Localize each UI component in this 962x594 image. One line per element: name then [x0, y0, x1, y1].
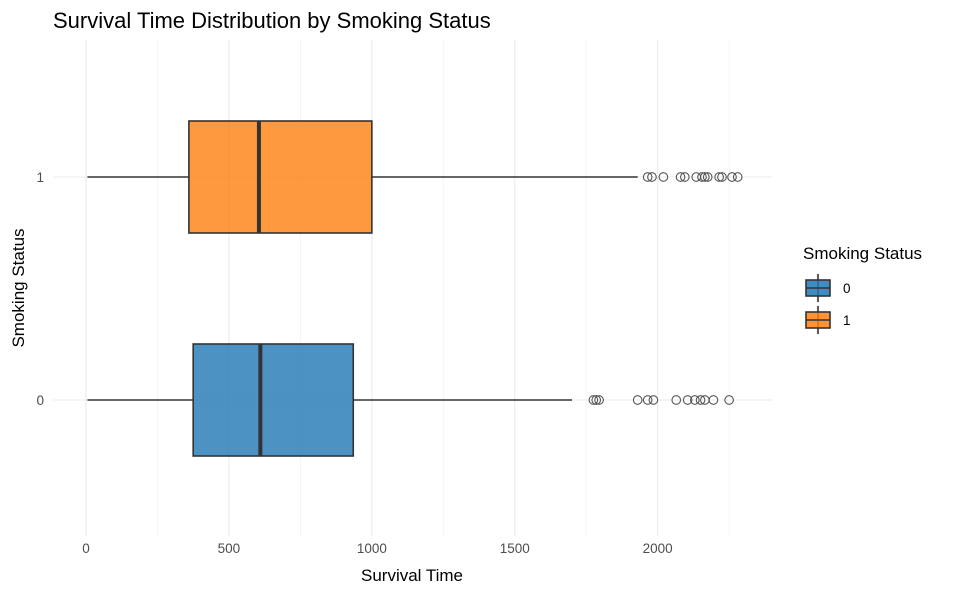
outlier-point	[642, 395, 653, 405]
legend-key-0	[805, 274, 831, 302]
box-group-0	[87, 343, 734, 457]
outlier-point	[724, 395, 734, 405]
outlier-point	[594, 395, 604, 405]
legend: Smoking Status 0 1	[803, 244, 922, 334]
outlier-point	[727, 172, 737, 182]
outlier-point	[689, 395, 700, 405]
legend-label: 1	[843, 313, 851, 328]
outlier-point	[648, 395, 659, 405]
iqr-box	[192, 343, 355, 457]
iqr-box	[188, 120, 373, 234]
outlier-point	[702, 172, 713, 182]
outlier-point	[697, 172, 707, 182]
outlier-point	[682, 395, 693, 405]
x-tick-label: 0	[82, 541, 90, 556]
outlier-point	[695, 395, 706, 405]
grid	[53, 40, 772, 536]
legend-title: Smoking Status	[803, 244, 922, 263]
x-tick-label: 2000	[643, 541, 673, 556]
y-axis-title: Smoking Status	[9, 228, 28, 347]
x-tick-label: 500	[218, 541, 241, 556]
outlier-point	[642, 172, 653, 182]
x-axis-title: Survival Time	[361, 566, 463, 585]
outlier-point	[699, 172, 710, 182]
outlier-point	[591, 395, 602, 405]
outlier-point	[732, 172, 743, 182]
y-tick-label: 1	[36, 170, 44, 185]
x-tick-label: 1500	[500, 541, 530, 556]
outlier-point	[671, 395, 682, 405]
outlier-point	[647, 172, 657, 182]
axis-ticks: 0 500 1000 1500 2000 0 1	[36, 170, 672, 556]
outlier-point	[714, 172, 724, 182]
legend-label: 0	[843, 281, 851, 296]
outlier-point	[632, 395, 643, 405]
chart-title: Survival Time Distribution by Smoking St…	[53, 8, 491, 33]
box-series	[87, 120, 743, 457]
outlier-point	[675, 172, 686, 182]
outlier-point	[658, 172, 669, 182]
outlier-point	[588, 395, 599, 405]
y-tick-label: 0	[36, 393, 44, 408]
outlier-point	[679, 172, 690, 182]
box-group-1	[87, 120, 743, 234]
outlier-point	[708, 395, 719, 405]
legend-key-1	[805, 306, 831, 334]
x-tick-label: 1000	[357, 541, 387, 556]
outlier-point	[717, 172, 727, 182]
